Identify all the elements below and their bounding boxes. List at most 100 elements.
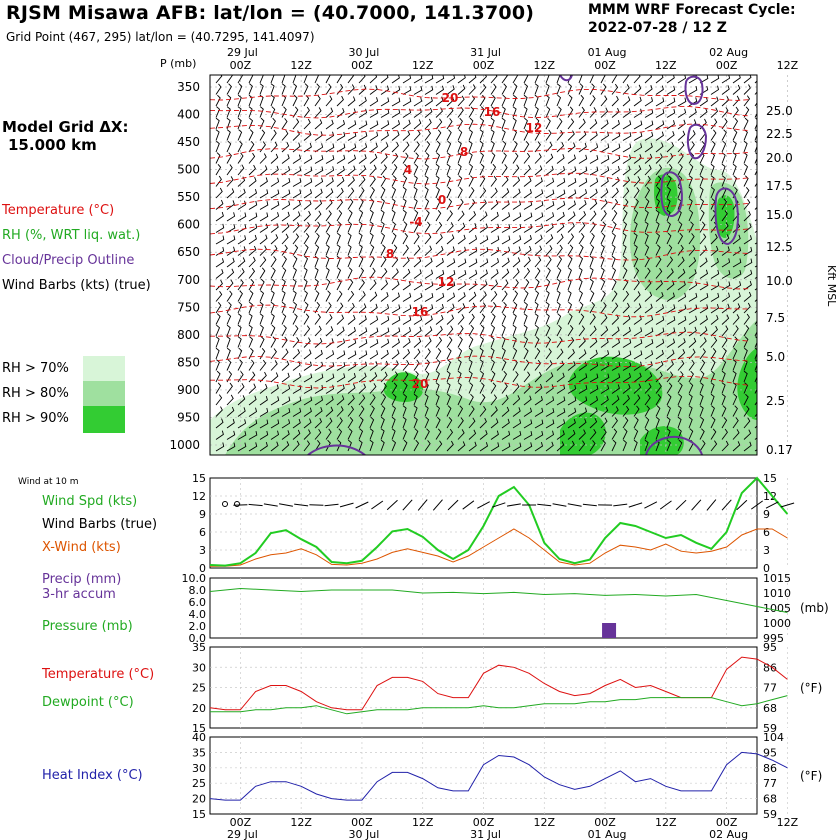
wind-barb [754,359,757,371]
wind-barb [743,235,753,245]
wind-barb [578,255,584,268]
wind-barb [468,129,473,141]
wind-barb [600,210,607,222]
wind-barb [446,222,454,233]
surface-wind-barb [780,502,795,508]
wind-barb [501,117,506,130]
wind-barb [457,292,466,302]
wind-barb [710,393,715,406]
wind-barb [721,370,726,383]
wind-barb [666,232,672,245]
wind-barb [578,154,588,164]
wind-barb [226,347,231,360]
wind-barb [710,245,719,256]
wind-barb [369,350,379,360]
wind-barb [347,394,355,406]
heat-panel-left-tick: 20 [192,793,206,806]
wind-barb [424,175,429,187]
pressure-tick-label: 350 [177,80,200,94]
wind-barb [347,232,352,245]
wind-barb [259,441,268,452]
wind-barb [270,245,278,256]
wind-barb [325,83,332,95]
wind-barb [743,258,753,268]
wind-barb [688,370,694,383]
temperature-contour-label: 8 [460,145,468,159]
wind-barb [490,94,496,107]
wind-barb [512,279,519,291]
wind-barb [347,176,355,187]
wind-barb [226,382,233,394]
wind-barb [358,75,366,84]
heat-panel-right-tick: 68 [763,793,777,806]
wind-barb [391,338,400,348]
wind-barb [237,223,247,233]
wind-barb [589,373,599,383]
wind-barb [336,278,342,291]
wind-barb [655,209,660,222]
wind-barb [380,153,388,164]
wind-barb [369,97,379,107]
wind-barb [589,313,596,325]
wind-barb [270,117,276,130]
wind-barb [248,324,253,337]
wind-barb [721,96,730,107]
wind-barb [589,301,596,314]
wind-barb [215,235,225,245]
wind-barb [347,338,357,348]
wind-barb [523,164,531,176]
wind-barb [556,290,561,302]
wind-barb [534,441,544,452]
wind-barb [534,395,543,406]
wind-barb [292,325,299,337]
wind-barb [732,163,737,176]
pressure-tick-label: 900 [177,383,200,397]
wind-barb [347,314,356,325]
wind-barb [567,278,572,291]
wind-barb [314,75,320,84]
temperature-contour [210,88,751,101]
wind-barb [336,75,343,84]
wind-barb [545,106,551,118]
wind-barb [215,313,221,325]
wind-barb [512,257,521,268]
wind-barb [501,430,511,440]
heat-panel-right-tick: 59 [763,808,777,821]
wind-barb [534,383,543,394]
wind-barb [281,200,291,210]
wind-barb [468,246,478,256]
wind-barb [578,106,585,118]
wind-barb [501,406,510,417]
forecast-cycle-value: 2022-07-28 / 12 Z [588,20,727,36]
wind-barb [446,163,451,176]
wind-barb [644,186,651,199]
wind-barb [567,130,575,141]
wind-barb [600,406,609,417]
wind-barb [567,418,576,429]
temperature-contour [210,375,751,389]
wind-barb [479,247,489,256]
wind-barb [248,152,256,164]
wind-barb [226,246,236,256]
wind-barb [424,304,434,314]
wind-barb [435,186,440,199]
wind-barb [369,267,376,279]
wind-barb [556,177,566,187]
wind-barb [380,416,385,429]
wind-barb [655,164,663,176]
wind-barb [303,361,312,371]
calm-wind-marker [234,501,240,507]
wind-barb [655,405,661,417]
wind-barb [545,212,555,222]
wind-barb [556,313,562,325]
wind-barb [710,303,720,314]
wind-barb [666,371,674,383]
wind-barb [325,166,335,176]
wind-barb [534,189,544,199]
top-day-label: 02 Aug [709,46,748,59]
wind-barb [699,304,709,314]
wind-barb [523,176,532,187]
wind-barb [710,175,715,187]
wind-barb [501,75,508,84]
wind-barb [479,359,484,371]
